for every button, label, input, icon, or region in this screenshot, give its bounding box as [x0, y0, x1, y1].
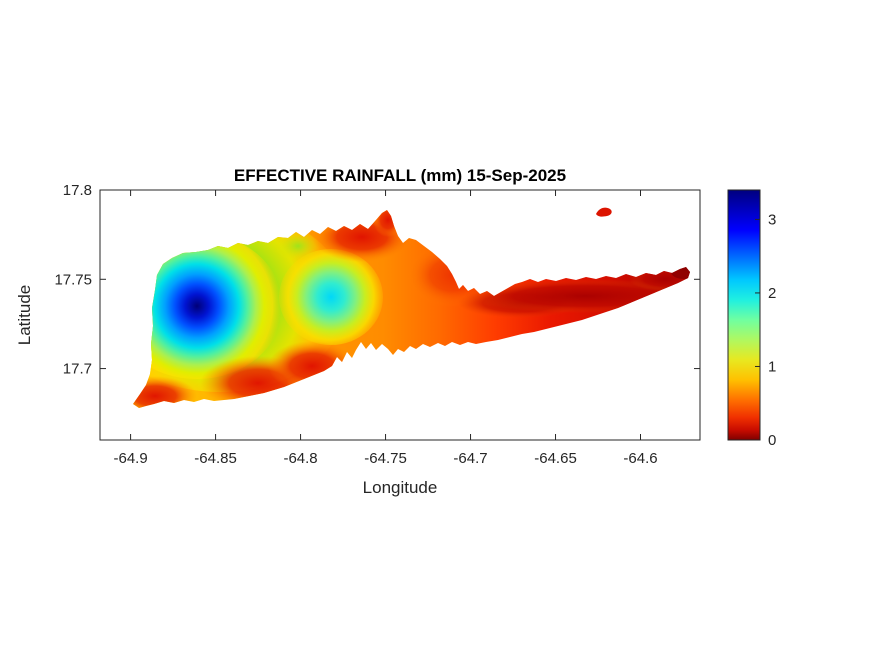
- x-tick-label: -64.7: [453, 450, 487, 467]
- tick-labels-layer: -64.9 -64.85 -64.8 -64.75 -64.7 -64.65 -64.6 17…: [54, 182, 657, 467]
- dry-spine-east-tip: [629, 267, 690, 291]
- colorbar-gradient: [727, 189, 761, 441]
- x-tick-label: -64.75: [364, 450, 407, 467]
- x-axis-label: Longitude: [363, 478, 438, 497]
- chart-title: EFFECTIVE RAINFALL (mm) 15-Sep-2025: [234, 166, 566, 185]
- x-tick-label: -64.65: [534, 450, 577, 467]
- x-tick-label: -64.8: [283, 450, 317, 467]
- offshore-islet: [596, 207, 612, 217]
- colorbar-tick-label: 2: [768, 285, 776, 302]
- colorbar-ticks-layer: 0 1 2 3: [755, 211, 776, 449]
- y-tick-label: 17.8: [63, 182, 92, 199]
- colorbar: [727, 189, 761, 441]
- dry-zone-southwest-tip: [133, 376, 197, 408]
- dry-zone-north-bump: [312, 212, 412, 262]
- dry-zone-north-spike: [373, 210, 403, 237]
- dry-zone-south-central-2: [268, 341, 356, 391]
- y-tick-label: 17.7: [63, 361, 92, 378]
- island-heatmap: [133, 210, 690, 408]
- colorbar-tick-label: 1: [768, 358, 776, 375]
- x-tick-label: -64.9: [113, 450, 147, 467]
- axes-box: [99, 189, 701, 441]
- x-tick-label: -64.85: [194, 450, 237, 467]
- rainfall-green-spot-north: [276, 231, 320, 261]
- x-tick-label: -64.6: [623, 450, 657, 467]
- colorbar-tick-label: 3: [768, 211, 776, 228]
- colorbar-tick-label: 0: [768, 432, 776, 449]
- y-axis-label: Latitude: [15, 285, 34, 346]
- plot-border: [99, 189, 701, 441]
- y-tick-label: 17.75: [54, 271, 92, 288]
- rainfall-secondary-cyan-blob: [279, 249, 383, 345]
- dry-east-point: [671, 265, 690, 279]
- ticks-layer: [100, 189, 700, 440]
